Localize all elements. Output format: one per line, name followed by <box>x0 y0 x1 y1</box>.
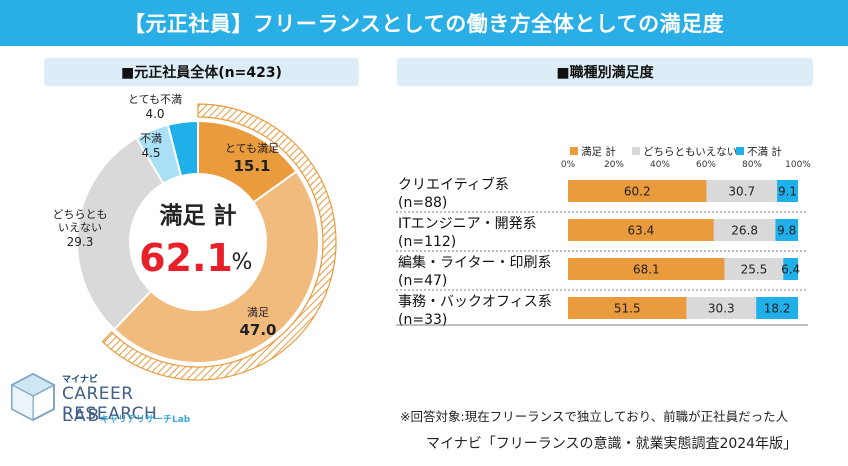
donut-slice-label-2: どちらともいえない <box>53 208 108 234</box>
legend-swatch-1 <box>632 147 640 155</box>
bar-value-3-1: 30.3 <box>708 302 735 316</box>
donut-center-label: 満足 計 62.1 % <box>139 202 252 280</box>
logo-brand-small: マイナビ <box>62 375 98 385</box>
legend-swatch-2 <box>736 147 744 155</box>
bar-value-2-0: 68.1 <box>633 263 660 277</box>
bar-value-0-1: 30.7 <box>728 185 755 199</box>
legend-label-0: 満足 計 <box>581 145 616 158</box>
bar-3-1 <box>686 297 757 319</box>
bar-value-3-2: 18.2 <box>764 302 791 316</box>
donut-slice-label-3: 不満 <box>140 132 162 145</box>
bar-1-1 <box>713 219 776 241</box>
legend-swatch-0 <box>570 147 578 155</box>
legend-label-2: 不満 計 <box>747 145 782 158</box>
respondent-note: ※回答対象:現在フリーランスで独立しており、前職が正社員だった人 <box>400 409 789 424</box>
bar-value-1-2: 9.8 <box>777 224 796 238</box>
donut-slice-label-1: 満足 <box>247 306 269 319</box>
x-tick-3: 60% <box>696 160 716 170</box>
satisfied-total-ring <box>101 103 337 381</box>
donut-slice-value-3: 4.5 <box>141 146 160 160</box>
donut-slice-label-0: とても満足 <box>225 142 279 155</box>
x-tick-4: 80% <box>742 160 762 170</box>
bar-2-0 <box>568 258 725 280</box>
x-tick-5: 100% <box>785 160 811 170</box>
bar-2-1 <box>724 258 784 280</box>
donut-slice-value-2: 29.3 <box>67 235 94 249</box>
donut-slice-1 <box>112 170 320 364</box>
donut-panel-heading: ■元正社員全体(n=423) <box>44 58 359 86</box>
bar-panel-heading: ■職種別満足度 <box>397 58 813 86</box>
cube-logo-icon <box>10 372 56 422</box>
survey-source: マイナビ「フリーランスの意識・就業実態調査2024年版」 <box>426 436 798 452</box>
legend-label-1: どちらともいえない <box>643 146 737 158</box>
page-title: 【元正社員】フリーランスとしての働き方全体としての満足度 <box>0 0 848 46</box>
category-label-0: クリエイティブ系 <box>398 176 509 193</box>
bar-0-1 <box>706 180 778 202</box>
bar-1-0 <box>568 219 714 241</box>
donut-slice-value-4: 4.0 <box>145 107 164 121</box>
bar-value-1-0: 63.4 <box>628 224 655 238</box>
donut-center-value: 62.1 <box>139 236 233 280</box>
stacked-bar-chart: 満足 計 どちらともいえない 不満 計 0% 20% 40% 60% 80% 100% クリエイテ… <box>396 145 811 328</box>
category-n-3: (n=33) <box>398 312 447 328</box>
bar-value-3-0: 51.5 <box>614 302 641 316</box>
bar-2-2 <box>783 258 798 280</box>
bar-value-2-1: 25.5 <box>741 263 768 277</box>
bar-value-0-2: 9.1 <box>778 185 797 199</box>
x-tick-2: 40% <box>650 160 670 170</box>
category-n-0: (n=88) <box>398 195 447 211</box>
x-tick-1: 20% <box>604 160 624 170</box>
donut-slice-value-1: 47.0 <box>239 321 276 339</box>
bar-0-0 <box>568 180 707 202</box>
donut-slice-label-4: とても不満 <box>128 93 182 106</box>
donut-center-unit: % <box>232 250 253 275</box>
donut-center-caption: 満足 計 <box>159 202 236 229</box>
logo-brand-lab: LAB <box>62 406 102 426</box>
category-n-1: (n=112) <box>398 234 456 250</box>
bar-0-2 <box>777 180 798 202</box>
bar-3-2 <box>756 297 798 319</box>
bar-value-1-1: 26.8 <box>731 224 758 238</box>
bar-value-0-0: 60.2 <box>624 185 651 199</box>
category-label-3: 事務・バックオフィス系 <box>398 294 552 310</box>
brand-logo: マイナビ CAREER RESEARCH LAB キャリアリサーチLab <box>10 372 230 452</box>
category-n-2: (n=47) <box>398 273 447 289</box>
logo-brand-sub: キャリアリサーチLab <box>100 415 191 425</box>
logo-brand-main: CAREER RESEARCH <box>62 384 158 424</box>
category-label-1: ITエンジニア・開発系 <box>398 216 537 232</box>
donut-slice-2 <box>76 136 165 331</box>
donut-slice-4 <box>166 119 199 178</box>
bar-1-2 <box>775 219 798 241</box>
donut-slice-value-0: 15.1 <box>233 157 270 175</box>
category-label-2: 編集・ライター・印刷系 <box>398 254 551 271</box>
x-tick-0: 0% <box>561 160 576 170</box>
bar-value-2-2: 6.4 <box>781 263 800 277</box>
bar-3-0 <box>568 297 687 319</box>
